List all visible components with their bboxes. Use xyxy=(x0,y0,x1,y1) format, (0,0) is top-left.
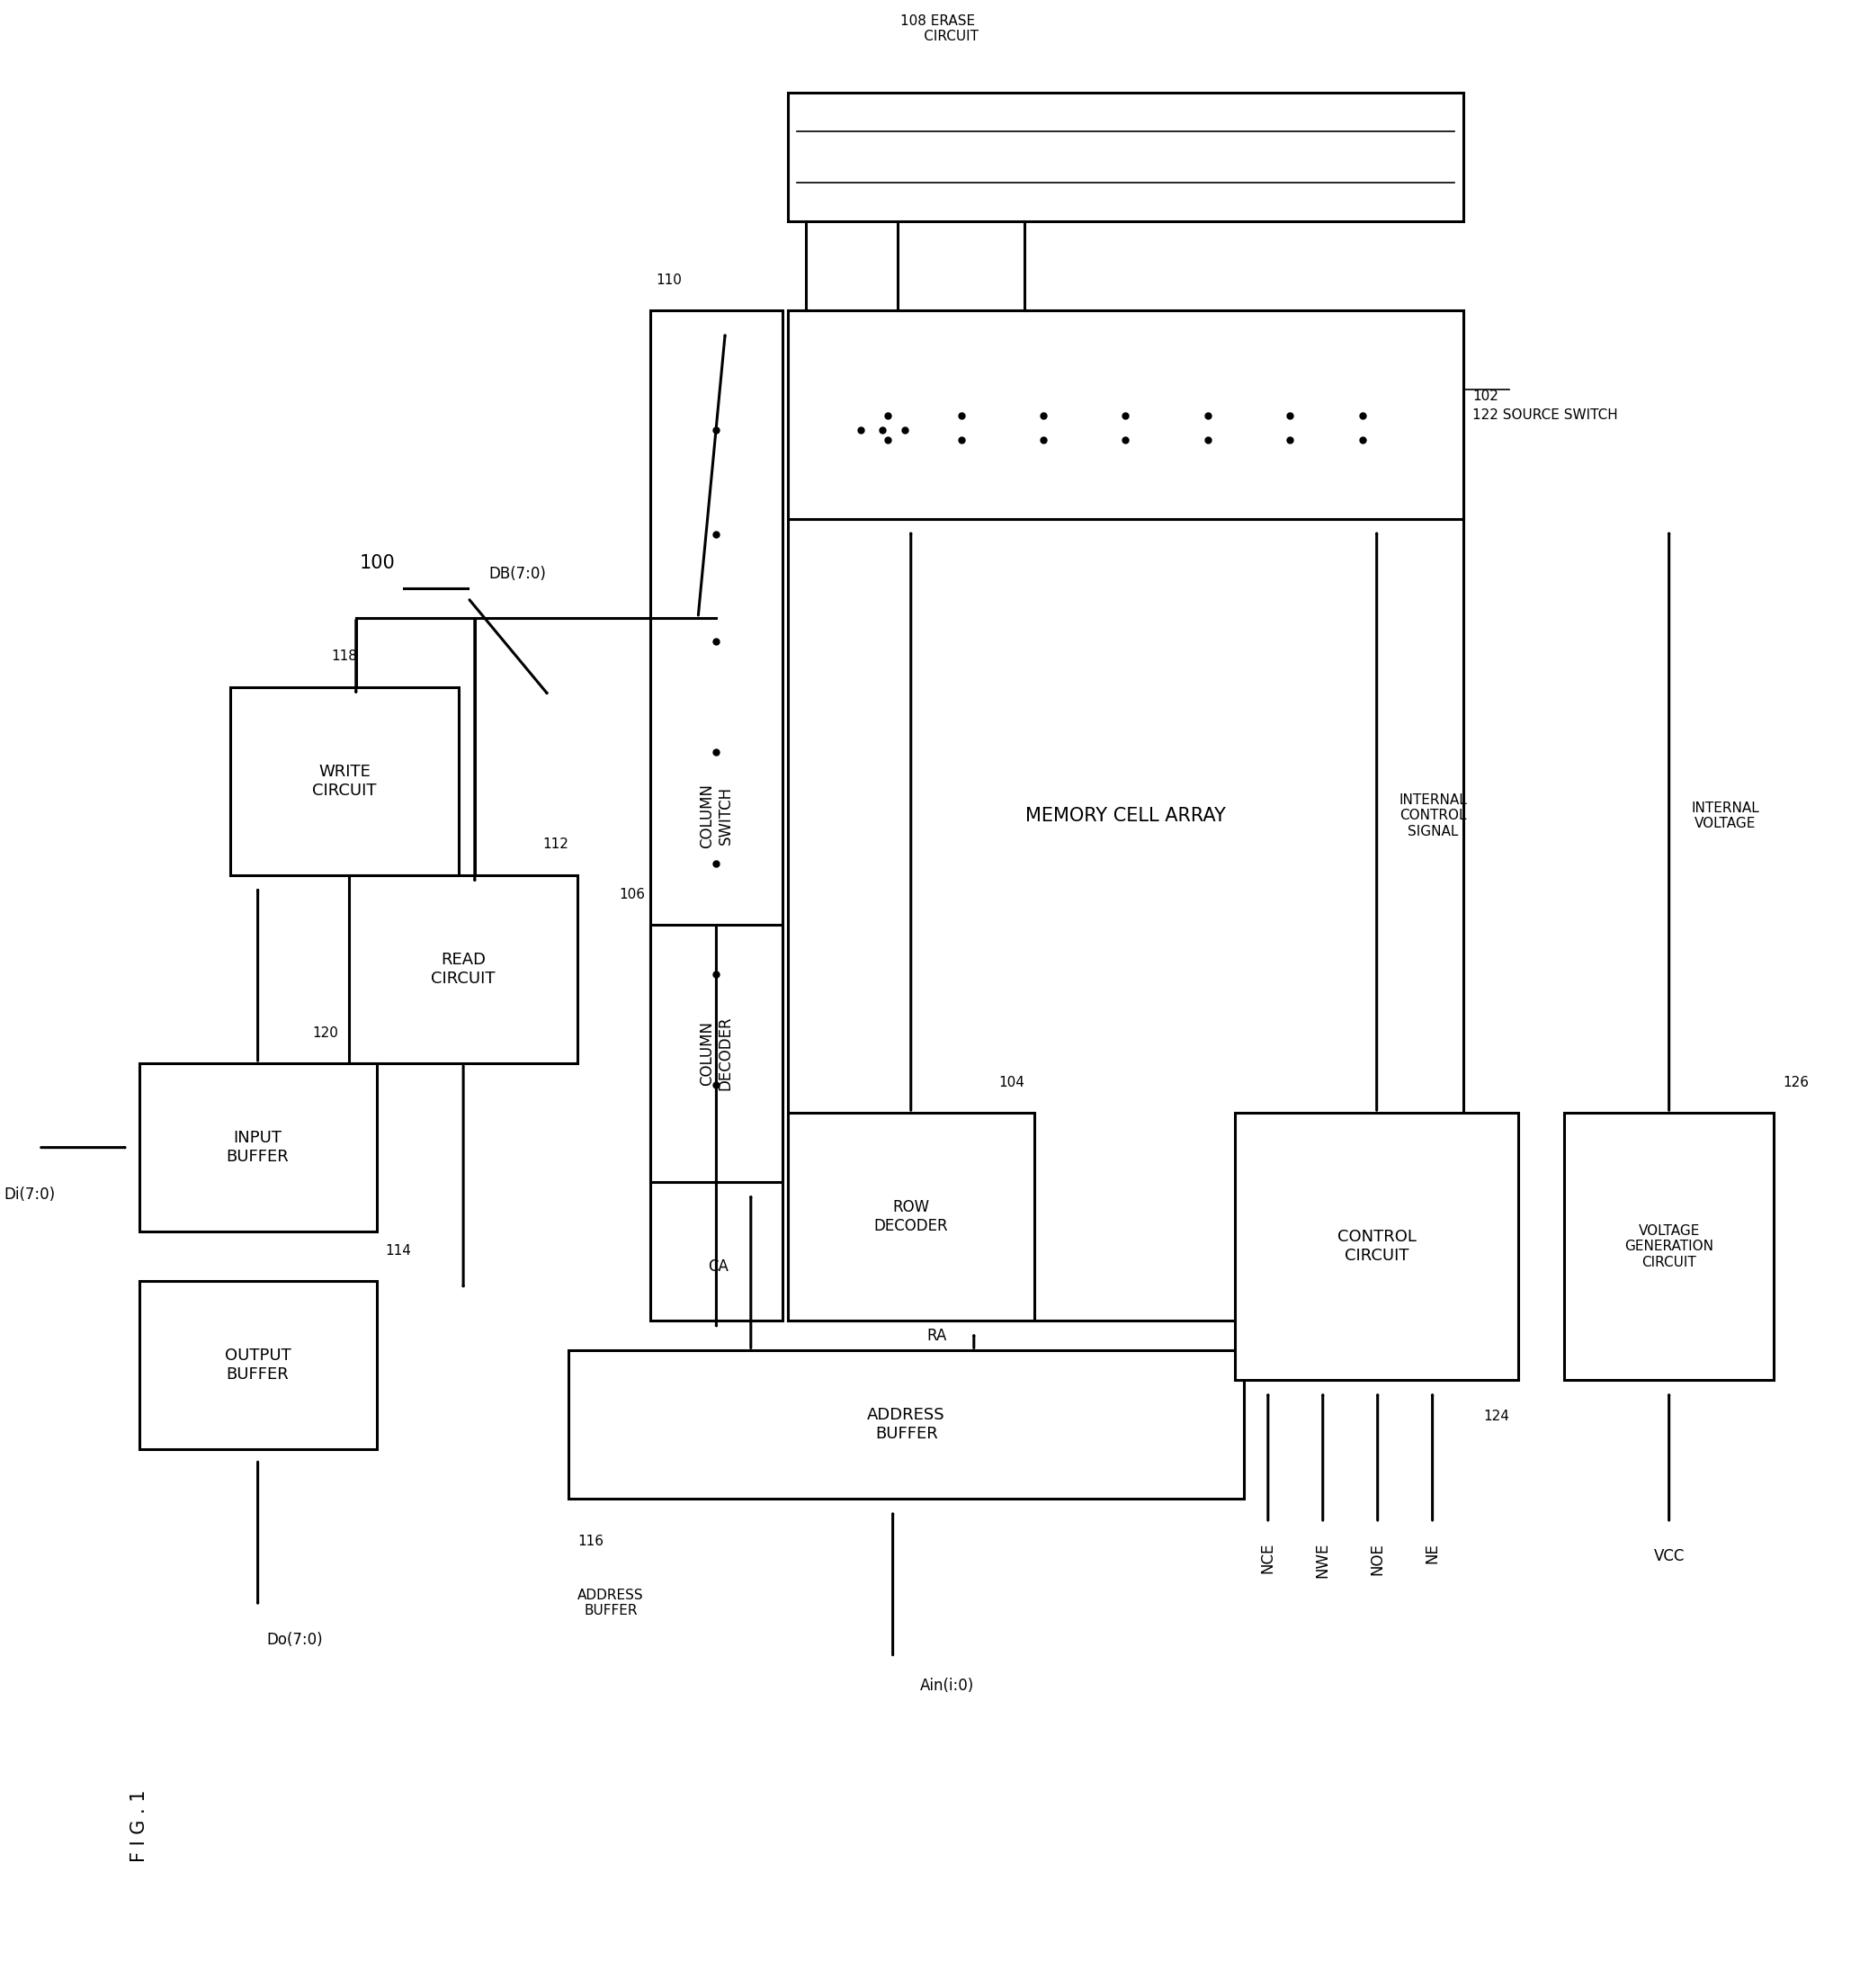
Bar xyxy=(1235,1113,1518,1380)
Bar xyxy=(140,1280,376,1449)
Bar xyxy=(651,924,781,1183)
Text: NWE: NWE xyxy=(1315,1543,1332,1578)
Text: 118: 118 xyxy=(331,650,357,664)
Bar xyxy=(651,310,781,1320)
Text: Do(7:0): Do(7:0) xyxy=(268,1632,324,1648)
Text: INTERNAL
CONTROL
SIGNAL: INTERNAL CONTROL SIGNAL xyxy=(1399,793,1468,839)
Bar xyxy=(787,93,1464,221)
Text: NCE: NCE xyxy=(1259,1543,1276,1574)
Text: READ
CIRCUIT: READ CIRCUIT xyxy=(432,952,495,986)
Bar xyxy=(1564,1113,1774,1380)
Text: 108 ERASE
      CIRCUIT: 108 ERASE CIRCUIT xyxy=(897,14,978,44)
Text: 104: 104 xyxy=(999,1076,1025,1089)
Text: RA: RA xyxy=(926,1328,947,1344)
Text: COLUMN
DECODER: COLUMN DECODER xyxy=(699,1016,733,1091)
Text: VOLTAGE
GENERATION
CIRCUIT: VOLTAGE GENERATION CIRCUIT xyxy=(1624,1225,1713,1268)
Text: OUTPUT
BUFFER: OUTPUT BUFFER xyxy=(225,1348,290,1384)
Text: ADDRESS
BUFFER: ADDRESS BUFFER xyxy=(577,1588,644,1618)
Text: 120: 120 xyxy=(312,1026,339,1040)
Bar xyxy=(231,688,459,875)
Text: 102: 102 xyxy=(1473,390,1499,404)
Text: VCC: VCC xyxy=(1654,1549,1685,1565)
Text: NE: NE xyxy=(1425,1543,1440,1563)
Bar xyxy=(787,310,1464,1320)
Text: CA: CA xyxy=(709,1258,729,1274)
Text: CONTROL
CIRCUIT: CONTROL CIRCUIT xyxy=(1337,1229,1415,1264)
Text: DB(7:0): DB(7:0) xyxy=(489,567,547,582)
Text: F I G . 1: F I G . 1 xyxy=(130,1789,149,1863)
Text: 110: 110 xyxy=(657,274,683,286)
Bar xyxy=(140,1064,376,1233)
Bar xyxy=(350,875,577,1064)
Text: INPUT
BUFFER: INPUT BUFFER xyxy=(227,1129,288,1165)
Bar xyxy=(787,310,1464,519)
Bar xyxy=(787,1113,1034,1320)
Text: ADDRESS
BUFFER: ADDRESS BUFFER xyxy=(867,1408,945,1441)
Text: 126: 126 xyxy=(1784,1076,1810,1089)
Text: 124: 124 xyxy=(1482,1409,1508,1423)
Text: Ain(i:0): Ain(i:0) xyxy=(921,1678,975,1694)
Text: NOE: NOE xyxy=(1369,1543,1386,1574)
Text: INTERNAL
VOLTAGE: INTERNAL VOLTAGE xyxy=(1691,801,1760,831)
Text: MEMORY CELL ARRAY: MEMORY CELL ARRAY xyxy=(1025,807,1226,825)
Text: 112: 112 xyxy=(543,837,569,851)
Bar xyxy=(569,1350,1244,1499)
Text: WRITE
CIRCUIT: WRITE CIRCUIT xyxy=(312,763,378,799)
Text: 122 SOURCE SWITCH: 122 SOURCE SWITCH xyxy=(1473,408,1618,421)
Text: ROW
DECODER: ROW DECODER xyxy=(874,1199,949,1235)
Text: 106: 106 xyxy=(619,887,645,901)
Text: 116: 116 xyxy=(577,1535,603,1549)
Text: Di(7:0): Di(7:0) xyxy=(4,1187,56,1203)
Text: COLUMN
SWITCH: COLUMN SWITCH xyxy=(699,783,733,849)
Text: 100: 100 xyxy=(359,555,394,573)
Text: 114: 114 xyxy=(385,1244,411,1256)
